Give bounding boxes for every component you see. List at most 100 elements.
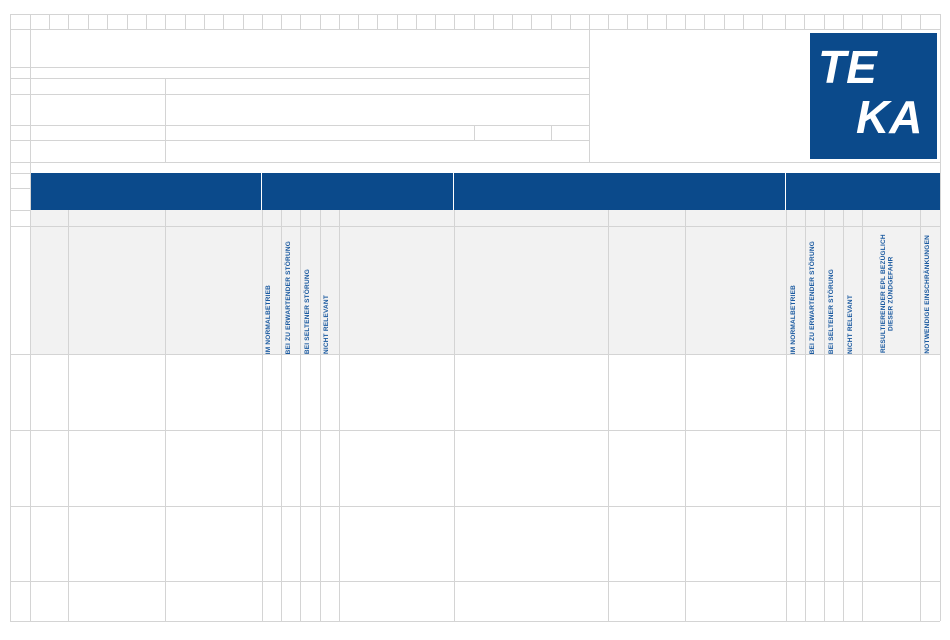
grid-vline — [377, 14, 378, 29]
grid-vline — [30, 29, 31, 621]
grid-vline — [320, 210, 321, 621]
grid-hline — [30, 67, 589, 68]
grid-vline — [165, 210, 166, 621]
grid-vline — [589, 14, 590, 29]
grid-hline — [30, 140, 589, 141]
grid-vline — [920, 210, 921, 621]
grid-hline — [10, 188, 30, 189]
grid-vline — [608, 210, 609, 621]
grid-hline — [10, 621, 940, 622]
grid-vline — [862, 14, 863, 29]
grid-hline — [30, 94, 589, 95]
header-right-bei-zu-erwartender-stoerung: BEI ZU ERWARTENDER STÖRUNG — [809, 240, 816, 354]
grid-vline — [281, 210, 282, 621]
grid-vline — [920, 14, 921, 29]
grid-vline — [339, 14, 340, 29]
grid-vline — [204, 14, 205, 29]
grid-vline — [454, 14, 455, 29]
grid-vline — [940, 14, 941, 621]
header-left-bei-zu-erwartender-stoerung: BEI ZU ERWARTENDER STÖRUNG — [285, 240, 292, 354]
grid-vline — [68, 14, 69, 29]
grid-hline — [10, 67, 30, 68]
grid-vline — [223, 14, 224, 29]
header-left-nicht-relevant: NICHT RELEVANT — [323, 294, 330, 354]
grid-vline — [647, 14, 648, 29]
grid-hline — [10, 78, 30, 79]
grid-hline — [10, 354, 940, 355]
grid-vline — [185, 14, 186, 29]
grid-vline — [165, 14, 166, 29]
grid-vline — [493, 14, 494, 29]
section-band-2 — [262, 173, 453, 210]
section-band-4 — [786, 173, 940, 210]
grid-vline — [262, 210, 263, 621]
logo-line-1: TE — [818, 41, 878, 93]
header-right-nicht-relevant: NICHT RELEVANT — [847, 294, 854, 354]
grid-vline — [300, 14, 301, 29]
logo-line-2: KA — [856, 91, 922, 143]
grid-vline — [474, 14, 475, 29]
header-right-notwendige-einschraenkungen: NOTWENDIGE EINSCHRÄNKUNGEN — [924, 235, 931, 354]
grid-hline — [30, 125, 589, 126]
grid-hline — [10, 162, 940, 163]
grid-vline — [454, 210, 455, 621]
grid-vline — [804, 14, 805, 29]
grid-hline — [10, 430, 940, 431]
header-left-bei-seltener-stoerung: BEI SELTENER STÖRUNG — [304, 268, 311, 354]
grid-vline — [608, 14, 609, 29]
grid-vline — [358, 14, 359, 29]
grid-vline — [339, 210, 340, 621]
grid-vline — [570, 14, 571, 29]
header-right-resultierender-epl: RESULTIERENDER EPL BEZÜGLICH DIESER ZÜND… — [880, 234, 895, 354]
grid-hline — [10, 506, 940, 507]
grid-vline — [416, 14, 417, 29]
grid-vline — [862, 210, 863, 621]
grid-vline — [474, 125, 475, 140]
grid-vline — [805, 210, 806, 621]
grid-hline — [10, 125, 30, 126]
grid-vline — [551, 14, 552, 29]
grid-vline — [824, 14, 825, 29]
table-header-background — [30, 210, 940, 354]
grid-vline — [243, 14, 244, 29]
grid-hline — [10, 140, 30, 141]
header-left-im-normalbetrieb: IM NORMALBETRIEB — [265, 284, 272, 354]
header-right-bei-seltener-stoerung: BEI SELTENER STÖRUNG — [828, 268, 835, 354]
grid-hline — [10, 226, 30, 227]
grid-vline — [320, 14, 321, 29]
grid-vline — [68, 210, 69, 621]
grid-vline — [30, 14, 31, 29]
grid-vline — [785, 14, 786, 29]
header-right-im-normalbetrieb: IM NORMALBETRIEB — [790, 284, 797, 354]
grid-vline — [824, 210, 825, 621]
grid-vline — [743, 14, 744, 29]
grid-vline — [685, 14, 686, 29]
grid-vline — [107, 14, 108, 29]
grid-vline — [666, 14, 667, 29]
grid-vline — [589, 29, 590, 162]
grid-vline — [165, 78, 166, 162]
grid-vline — [704, 14, 705, 29]
grid-vline — [88, 14, 89, 29]
grid-hline — [10, 210, 30, 211]
grid-vline — [724, 14, 725, 29]
grid-vline — [551, 125, 552, 140]
grid-vline — [397, 14, 398, 29]
section-band-1 — [30, 173, 261, 210]
grid-hline — [30, 226, 940, 227]
grid-vline — [512, 14, 513, 29]
grid-vline — [146, 14, 147, 29]
grid-vline — [786, 210, 787, 621]
grid-vline — [300, 210, 301, 621]
grid-vline — [127, 14, 128, 29]
grid-vline — [10, 14, 11, 621]
grid-vline — [843, 14, 844, 29]
grid-vline — [762, 14, 763, 29]
grid-hline — [10, 14, 940, 15]
grid-hline — [10, 94, 30, 95]
grid-vline — [882, 14, 883, 29]
grid-hline — [10, 581, 940, 582]
section-band-3 — [454, 173, 785, 210]
grid-vline — [281, 14, 282, 29]
